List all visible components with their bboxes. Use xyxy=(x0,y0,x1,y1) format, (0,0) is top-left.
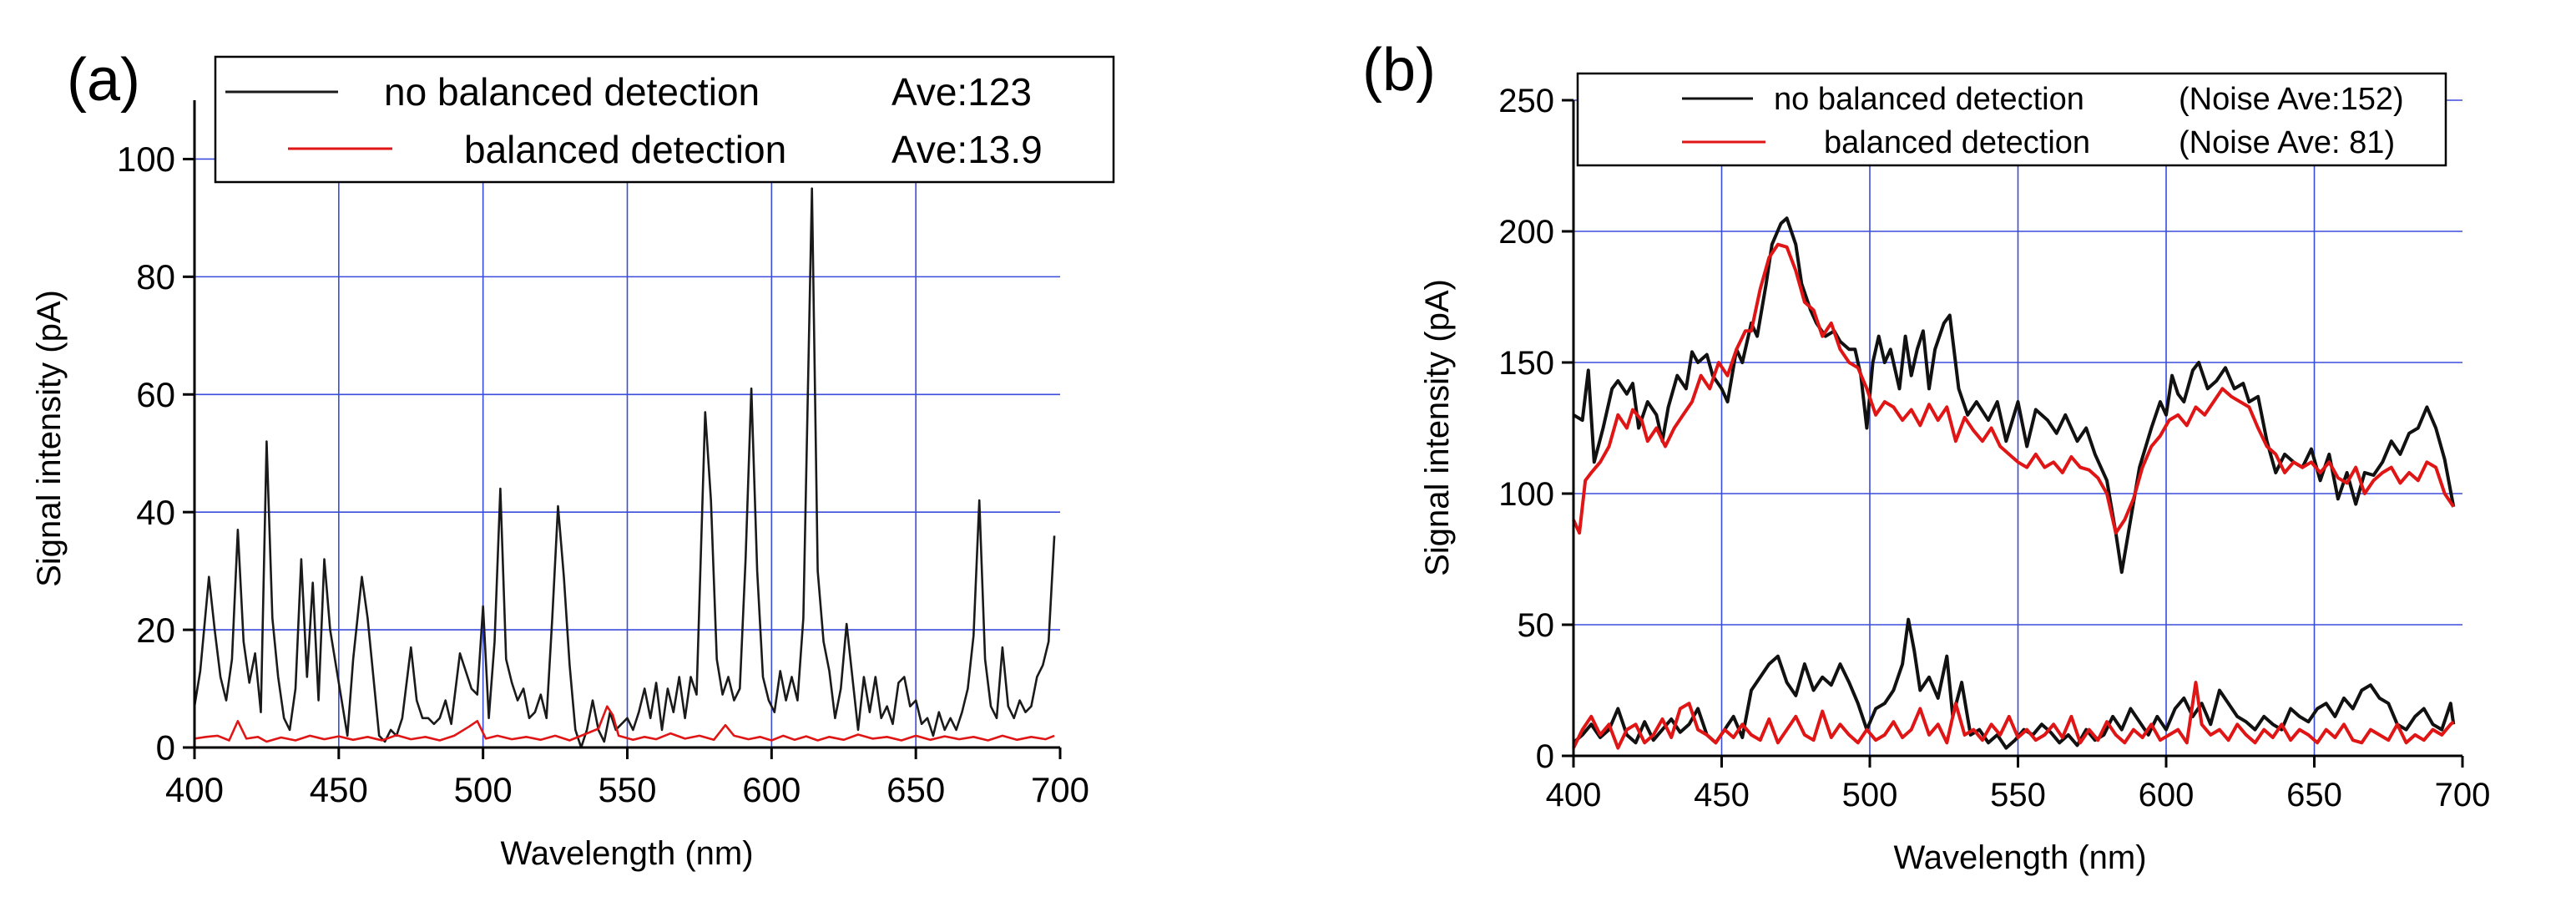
chart-panel-a: (a) 400 450 500 550 600 650 700 0 20 40 60 80 100 W… xyxy=(31,47,1115,872)
y-tick-label: 100 xyxy=(117,139,175,179)
x-tick-labels: 400 450 500 550 600 650 700 xyxy=(165,770,1089,809)
x-tick-label: 400 xyxy=(1546,777,1602,813)
legend-stat-no-balanced: Ave:123 xyxy=(891,70,1032,114)
tick-marks xyxy=(183,157,1062,759)
legend: no balanced detection (Noise Ave:152) ba… xyxy=(1576,72,2447,167)
legend-label-no-balanced: no balanced detection xyxy=(1774,82,2084,117)
series-line-balanced-detection xyxy=(194,705,1055,743)
series-line-balanced-detection xyxy=(1572,242,2455,535)
legend-label-balanced: balanced detection xyxy=(464,128,786,171)
panel-label: (a) xyxy=(67,47,140,114)
x-tick-label: 700 xyxy=(1031,770,1089,809)
legend-stat-no-balanced: (Noise Ave:152) xyxy=(2179,82,2404,117)
y-tick-label: 40 xyxy=(136,493,175,532)
y-tick-label: 60 xyxy=(136,375,175,414)
chart-panel-b: (b) 400 450 500 550 600 650 700 0 50 100 150 200 25… xyxy=(1362,37,2490,876)
plot-lines xyxy=(193,187,1056,749)
series-line-balanced-detection-noise- xyxy=(1572,681,2455,750)
plot-lines xyxy=(1572,216,2456,750)
x-axis-label: Wavelength (nm) xyxy=(1893,839,2146,876)
y-tick-label: 80 xyxy=(136,257,175,296)
y-axis-label: Signal intensity (pA) xyxy=(31,290,68,587)
series-line-no-balanced-detection xyxy=(1572,216,2456,575)
legend-label-no-balanced: no balanced detection xyxy=(384,70,760,114)
series-line-no-balanced-detection xyxy=(193,187,1056,749)
grid-lines xyxy=(1573,99,2462,756)
x-tick-label: 700 xyxy=(2435,777,2491,813)
grid-lines xyxy=(194,100,1060,748)
y-tick-label: 0 xyxy=(156,728,175,768)
y-axis-label: Signal intensity (pA) xyxy=(1419,279,1456,576)
x-axis-label: Wavelength (nm) xyxy=(500,835,753,872)
x-tick-label: 550 xyxy=(1990,777,2046,813)
y-tick-label: 250 xyxy=(1498,83,1554,119)
legend: no balanced detection Ave:123 balanced d… xyxy=(214,55,1115,184)
x-tick-label: 650 xyxy=(886,770,945,809)
y-tick-labels: 0 50 100 150 200 250 xyxy=(1498,83,1554,775)
legend-box xyxy=(1576,72,2447,167)
x-tick-label: 500 xyxy=(1842,777,1898,813)
legend-stat-balanced: Ave:13.9 xyxy=(891,128,1043,171)
legend-label-balanced: balanced detection xyxy=(1824,125,2090,160)
x-tick-label: 450 xyxy=(1694,777,1750,813)
y-tick-label: 200 xyxy=(1498,214,1554,251)
legend-box xyxy=(214,55,1115,184)
y-tick-label: 50 xyxy=(1518,607,1555,644)
x-tick-labels: 400 450 500 550 600 650 700 xyxy=(1546,777,2491,813)
y-tick-label: 20 xyxy=(136,611,175,650)
legend-stat-balanced: (Noise Ave: 81) xyxy=(2179,125,2395,160)
x-tick-label: 650 xyxy=(2286,777,2342,813)
y-tick-labels: 0 20 40 60 80 100 xyxy=(117,139,175,768)
x-tick-label: 500 xyxy=(454,770,513,809)
x-tick-label: 600 xyxy=(2139,777,2195,813)
y-tick-label: 0 xyxy=(1536,738,1554,775)
x-tick-label: 450 xyxy=(310,770,368,809)
panel-label: (b) xyxy=(1362,37,1436,104)
x-tick-label: 600 xyxy=(742,770,801,809)
x-tick-label: 550 xyxy=(598,770,656,809)
x-tick-label: 400 xyxy=(165,770,224,809)
y-tick-label: 150 xyxy=(1498,345,1554,382)
tick-marks xyxy=(1562,99,2464,768)
y-tick-label: 100 xyxy=(1498,476,1554,513)
